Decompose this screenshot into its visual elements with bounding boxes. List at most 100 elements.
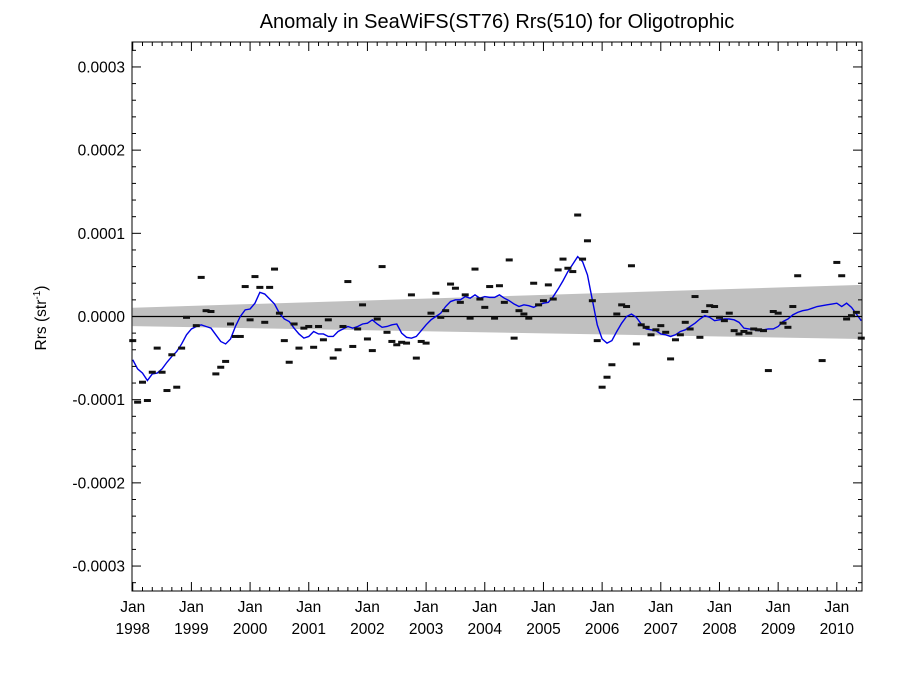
data-point xyxy=(285,360,293,364)
data-point xyxy=(774,311,782,315)
data-point xyxy=(319,338,327,342)
y-axis-label-text: Rrs (str xyxy=(33,300,50,351)
data-point xyxy=(701,310,709,314)
data-point xyxy=(129,339,137,343)
data-point xyxy=(608,363,616,367)
data-point xyxy=(461,293,469,297)
data-point xyxy=(603,375,611,379)
data-point xyxy=(403,341,411,345)
data-point xyxy=(745,331,753,335)
data-point xyxy=(447,282,455,286)
data-point xyxy=(437,315,445,319)
data-point xyxy=(857,336,865,340)
data-point xyxy=(324,318,332,322)
data-point xyxy=(696,335,704,339)
data-point xyxy=(652,328,660,332)
y-axis-label-suffix: ) xyxy=(33,286,50,291)
data-point xyxy=(686,327,694,331)
x-tick-month-label: Jan xyxy=(648,599,673,616)
data-point xyxy=(730,329,738,333)
trend-band-layer xyxy=(132,284,862,339)
data-point xyxy=(197,275,205,279)
y-axis-ticks: 0.0003 0.0002 0.0001 0.0000 -0.0001 -0.0002 -0… xyxy=(72,49,862,584)
data-point xyxy=(417,339,425,343)
data-point xyxy=(510,336,518,340)
data-point xyxy=(139,380,147,384)
data-point xyxy=(466,316,474,320)
data-point xyxy=(432,291,440,295)
x-tick-year-label: 2010 xyxy=(820,621,855,638)
data-point xyxy=(735,332,743,336)
data-point xyxy=(315,324,323,328)
data-point xyxy=(847,314,855,318)
x-tick-month-label: Jan xyxy=(355,599,380,616)
x-tick-month-label: Jan xyxy=(414,599,439,616)
data-point xyxy=(525,316,533,320)
x-tick-month-label: Jan xyxy=(238,599,263,616)
y-tick-label: 0.0003 xyxy=(78,59,125,76)
x-tick-year-label: 2006 xyxy=(585,621,619,638)
data-point xyxy=(647,333,655,337)
data-point xyxy=(393,343,401,347)
data-point xyxy=(627,264,635,268)
data-point xyxy=(471,267,479,271)
x-tick-year-label: 2009 xyxy=(761,621,795,638)
data-point xyxy=(427,311,435,315)
data-point xyxy=(236,334,244,338)
data-point xyxy=(769,310,777,314)
data-point xyxy=(354,327,362,331)
data-point xyxy=(456,300,464,304)
x-tick-year-label: 2002 xyxy=(350,621,384,638)
data-point xyxy=(588,299,596,303)
data-point xyxy=(657,324,665,328)
data-point xyxy=(838,274,846,278)
data-point xyxy=(300,326,308,330)
data-point xyxy=(412,356,420,360)
data-point xyxy=(549,297,557,301)
data-points-layer xyxy=(129,213,865,404)
data-point xyxy=(759,329,767,333)
data-point xyxy=(515,309,523,313)
data-point xyxy=(642,325,650,329)
data-point xyxy=(271,267,279,271)
x-tick-year-label: 2005 xyxy=(526,621,560,638)
data-point xyxy=(544,283,552,287)
data-point xyxy=(275,311,283,315)
data-point xyxy=(339,324,347,328)
data-point xyxy=(613,312,621,316)
data-point xyxy=(290,322,298,326)
data-point xyxy=(407,293,415,297)
data-point xyxy=(202,309,210,313)
data-point xyxy=(618,303,626,307)
data-point xyxy=(227,322,235,326)
data-point xyxy=(231,334,239,338)
data-point xyxy=(241,285,249,289)
data-point xyxy=(564,266,572,270)
data-point xyxy=(691,295,699,299)
data-point xyxy=(720,319,728,323)
data-point xyxy=(505,258,513,262)
data-point xyxy=(569,270,577,274)
x-tick-year-label: 2000 xyxy=(233,621,268,638)
data-point xyxy=(295,346,303,350)
data-point xyxy=(789,305,797,309)
data-point xyxy=(398,340,406,344)
data-point xyxy=(623,305,631,309)
y-tick-label: 0.0000 xyxy=(78,309,126,326)
data-point xyxy=(373,317,381,321)
data-point xyxy=(217,365,225,369)
trend-band xyxy=(132,284,862,339)
data-point xyxy=(178,346,186,350)
data-point xyxy=(779,321,787,325)
data-point xyxy=(554,268,562,272)
data-point xyxy=(671,338,679,342)
data-point xyxy=(715,315,723,319)
data-point xyxy=(681,320,689,324)
running-mean-layer xyxy=(132,255,862,382)
x-tick-month-label: Jan xyxy=(590,599,615,616)
x-tick-month-label: Jan xyxy=(179,599,204,616)
x-tick-month-label: Jan xyxy=(531,599,556,616)
data-point xyxy=(143,399,151,403)
y-axis-label: Rrs (str-1) xyxy=(32,286,50,351)
